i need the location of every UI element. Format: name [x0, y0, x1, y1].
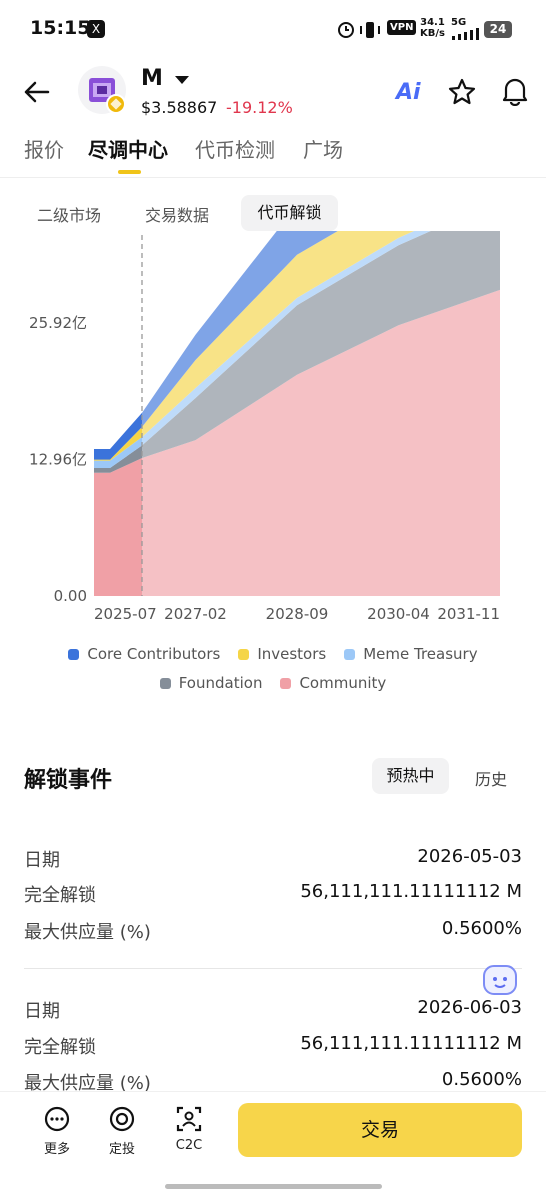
back-button[interactable] — [22, 78, 52, 106]
symbol[interactable]: M — [141, 66, 163, 91]
tab-active[interactable]: 尽调中心 — [88, 138, 168, 162]
dca-icon[interactable] — [108, 1105, 136, 1133]
x-tick-label: 2027-02 — [164, 605, 227, 623]
x-tick-label: 2028-09 — [266, 605, 329, 623]
row-label: 日期 — [24, 850, 60, 871]
legend-swatch — [280, 677, 292, 689]
tab-indicator — [118, 170, 141, 174]
tab[interactable]: 报价 — [24, 138, 64, 162]
legend: Core Contributors Investors Meme Treasury F… — [43, 644, 503, 693]
legend-label: Meme Treasury — [363, 645, 478, 663]
row-label: 最大供应量 (%) — [24, 922, 151, 943]
area — [94, 231, 500, 473]
divider — [24, 968, 522, 969]
unlock-chart: 0.00 12.96亿 25.92亿 2025-07 2027-02 2028-09 203… — [29, 231, 500, 623]
trade-button[interactable]: 交易 — [238, 1103, 522, 1157]
legend-item[interactable]: Foundation — [159, 673, 263, 693]
legend-swatch — [238, 648, 250, 660]
notification-button[interactable] — [501, 76, 529, 106]
vpn: VPN — [387, 20, 417, 35]
legend-item[interactable]: Investors — [238, 644, 326, 664]
home-indicator — [165, 1184, 382, 1189]
area — [94, 231, 431, 469]
subtab[interactable]: 交易数据 — [145, 206, 210, 225]
legend-label: Foundation — [178, 674, 263, 692]
x-tick-label: 2030-04 — [367, 605, 430, 623]
status-icons — [338, 22, 380, 38]
legend-swatch — [68, 648, 80, 660]
price-change: -19.12% — [226, 98, 293, 117]
y-tick-label: 25.92亿 — [29, 314, 87, 332]
row-label: 日期 — [24, 1001, 60, 1022]
c2c-icon[interactable] — [175, 1105, 203, 1133]
token-icon — [78, 66, 126, 114]
area — [94, 231, 338, 460]
time: 15:15 — [30, 17, 91, 39]
legend-label: Investors — [257, 645, 327, 663]
legend-label: Community — [299, 674, 387, 692]
tab[interactable]: 广场 — [303, 138, 343, 162]
subtab[interactable]: 二级市场 — [37, 206, 102, 225]
legend-item[interactable]: Core Contributors — [68, 644, 220, 664]
x-tick-label: 2025-07 — [94, 605, 157, 623]
legend-swatch — [344, 648, 356, 660]
row-label: 最大供应量 (%) — [24, 1073, 151, 1094]
row-value: 0.5600% — [441, 1069, 522, 1090]
favorite-button[interactable] — [448, 78, 476, 106]
divider — [0, 177, 546, 178]
speed: 34.1 KB/s — [420, 17, 445, 39]
axes: 0.00 12.96亿 25.92亿 2025-07 2027-02 2028-09 203… — [29, 314, 500, 623]
price: $3.58867 — [141, 98, 218, 117]
legend-item[interactable]: Community — [280, 673, 386, 693]
ai-button[interactable]: Ai — [396, 80, 421, 105]
more-icon[interactable] — [43, 1105, 71, 1133]
filter[interactable]: 历史 — [475, 770, 508, 789]
speed-value: 34.1 — [420, 17, 445, 28]
section-title: 解锁事件 — [24, 768, 113, 793]
legend-item[interactable]: Meme Treasury — [344, 644, 478, 664]
areas — [94, 231, 500, 596]
row-value: 56,111,111.11111112 M — [300, 881, 522, 902]
row-label: 完全解锁 — [24, 1037, 96, 1058]
future-shade — [142, 231, 500, 596]
action-label[interactable]: 更多 — [43, 1142, 70, 1157]
assistant-button[interactable] — [480, 960, 522, 1000]
app-icon: X — [87, 20, 105, 38]
tab[interactable]: 代币检测 — [195, 138, 275, 162]
x-tick-label: 2031-11 — [437, 605, 500, 623]
row-label: 完全解锁 — [24, 885, 96, 906]
legend-swatch — [159, 677, 171, 689]
battery: 24 — [484, 21, 512, 38]
y-tick-label: 12.96亿 — [29, 450, 87, 468]
dropdown-caret[interactable] — [174, 74, 190, 86]
subtab-active[interactable]: 代币解锁 — [241, 195, 338, 231]
legend-label: Core Contributors — [87, 645, 221, 663]
action-label[interactable]: C2C — [175, 1138, 203, 1153]
speed-unit: KB/s — [420, 28, 445, 39]
action-label[interactable]: 定投 — [108, 1142, 135, 1157]
area — [94, 231, 414, 461]
row-value: 2026-06-03 — [417, 997, 522, 1018]
row-value: 56,111,111.11111112 M — [300, 1033, 522, 1054]
filter-active[interactable]: 预热中 — [372, 758, 449, 794]
y-tick-label: 0.00 — [54, 587, 87, 605]
network: 5G — [451, 17, 467, 28]
row-value: 0.5600% — [441, 918, 522, 939]
area — [94, 289, 500, 596]
signal — [452, 28, 479, 40]
row-value: 2026-05-03 — [417, 846, 522, 867]
